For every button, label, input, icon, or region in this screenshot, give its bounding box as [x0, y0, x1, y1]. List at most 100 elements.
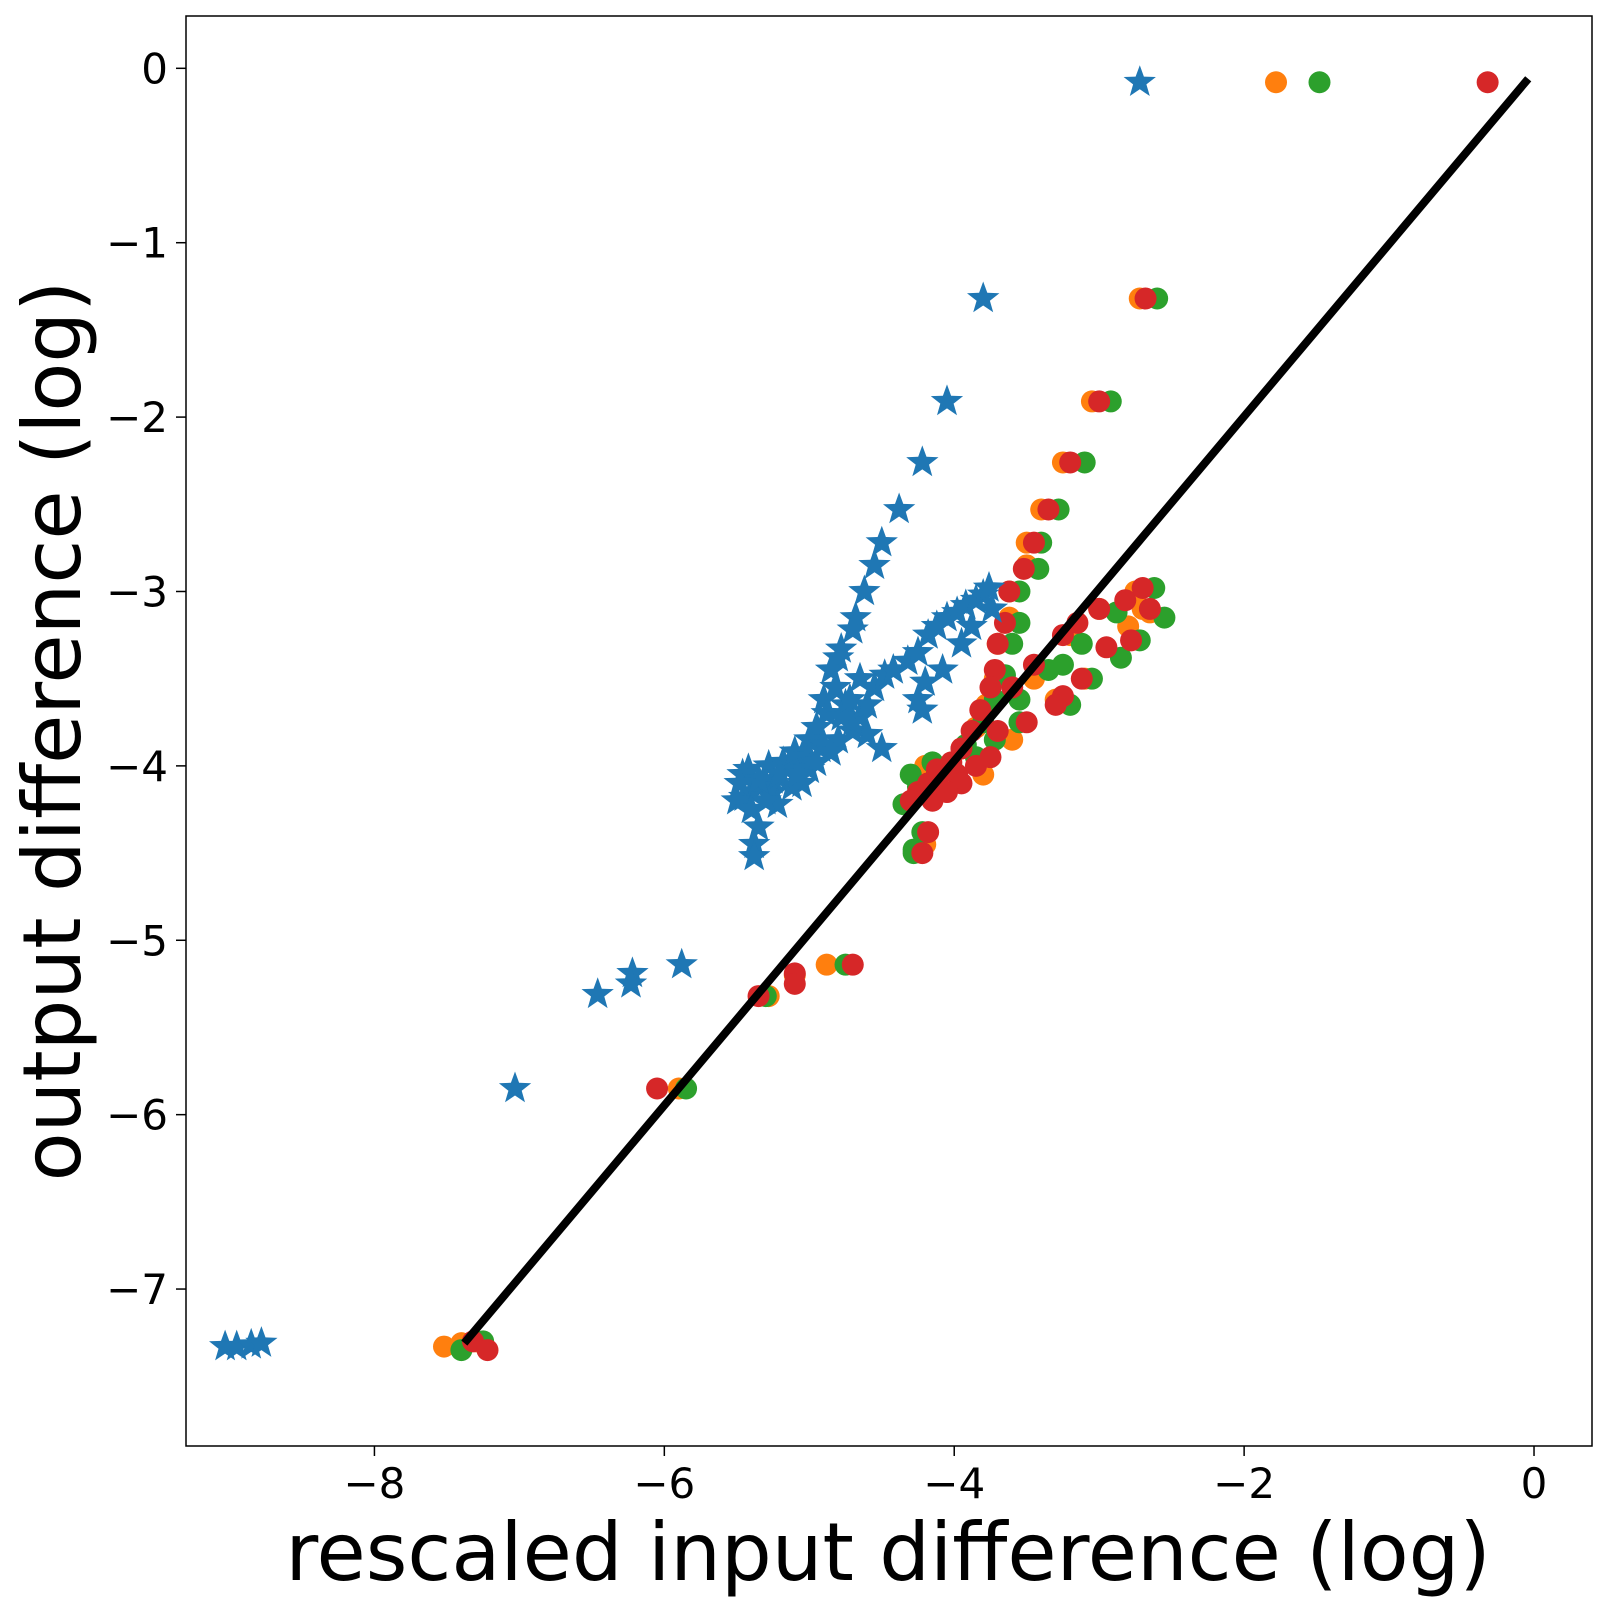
star-point-91: [245, 1326, 278, 1357]
star-point-4: [883, 492, 916, 524]
star-point-16: [800, 710, 833, 742]
y-tick-label-6: −6: [106, 1091, 168, 1140]
red-point-10: [983, 658, 1006, 681]
star-point-46: [891, 644, 924, 675]
red-point-41: [935, 781, 958, 804]
star-point-42: [851, 687, 884, 719]
x-tick-label-2: −4: [923, 1459, 985, 1508]
star-point-73: [764, 757, 797, 789]
star-point-5: [865, 525, 898, 557]
star-point-75: [742, 762, 775, 794]
star-point-13: [819, 670, 852, 702]
star-point-89: [220, 1329, 253, 1361]
red-point-12: [969, 699, 992, 722]
star-point-43: [858, 670, 891, 702]
star-point-38: [807, 728, 840, 759]
star-point-59: [926, 653, 959, 684]
star-point-32: [738, 839, 771, 871]
y-tick-label-1: −1: [106, 219, 168, 268]
star-point-88: [209, 1329, 242, 1361]
star-point-60: [909, 665, 942, 696]
star-point-58: [945, 626, 978, 658]
orange-point-30: [815, 953, 838, 976]
star-point-78: [800, 745, 833, 777]
star-point-50: [930, 600, 964, 632]
red-point-6: [1012, 557, 1035, 580]
star-point-45: [877, 653, 910, 684]
star-point-69: [756, 775, 790, 806]
red-point-42: [917, 821, 940, 844]
star-point-87: [498, 1071, 532, 1103]
star-point-0: [1123, 65, 1156, 96]
series-stars: [209, 65, 1156, 1361]
star-point-14: [807, 682, 840, 714]
red-point-43: [911, 842, 934, 865]
red-point-33: [1120, 629, 1143, 652]
red-point-0: [1476, 71, 1499, 94]
star-point-76: [723, 766, 756, 798]
star-point-64: [851, 717, 884, 749]
star-point-80: [825, 700, 858, 731]
y-tick-label-4: −4: [106, 742, 168, 791]
star-point-1: [967, 281, 1000, 313]
star-point-83: [665, 947, 698, 979]
red-point-37: [1044, 693, 1067, 716]
star-point-48: [912, 618, 945, 649]
red-point-29: [1088, 597, 1111, 620]
red-point-38: [1015, 711, 1038, 734]
green-point-0: [1308, 71, 1331, 94]
orange-point-0: [1265, 71, 1288, 94]
axes-frame: [185, 15, 1593, 1447]
red-point-11: [979, 676, 1002, 699]
red-point-46: [783, 972, 806, 995]
orange-point-34: [433, 1335, 456, 1358]
star-point-86: [581, 977, 614, 1009]
star-point-62: [906, 693, 939, 724]
star-point-10: [825, 632, 858, 663]
star-point-49: [920, 609, 953, 641]
star-point-56: [975, 591, 1009, 623]
star-point-52: [949, 588, 982, 620]
star-point-8: [839, 600, 872, 632]
x-tick-label-1: −6: [633, 1459, 695, 1508]
star-point-74: [726, 757, 759, 789]
red-point-35: [1070, 667, 1093, 690]
star-point-29: [735, 792, 768, 824]
red-point-9: [986, 632, 1009, 655]
red-point-7: [998, 580, 1021, 603]
x-tick-label-3: −2: [1213, 1459, 1275, 1508]
red-point-5: [1022, 531, 1045, 554]
star-point-53: [959, 583, 993, 614]
star-point-61: [901, 682, 935, 714]
red-point-24: [986, 720, 1009, 742]
x-tick-label-0: −8: [343, 1459, 405, 1508]
red-point-34: [1095, 636, 1118, 659]
star-point-28: [720, 783, 753, 815]
red-point-30: [1114, 589, 1137, 612]
green-point-23: [1070, 632, 1093, 655]
x-tick-label-4: 0: [1521, 1459, 1548, 1508]
red-point-3: [1059, 451, 1082, 474]
star-point-82: [843, 661, 877, 693]
star-point-79: [781, 757, 814, 789]
star-point-55: [972, 571, 1006, 602]
star-point-57: [955, 609, 988, 641]
star-point-3: [906, 445, 939, 477]
y-tick-label-0: 0: [141, 44, 168, 93]
star-point-44: [868, 658, 901, 689]
star-point-81: [833, 682, 866, 714]
x-axis-label: rescaled input difference (log): [285, 1506, 1490, 1599]
red-point-1: [1134, 287, 1157, 310]
plot-area: [209, 65, 1532, 1362]
y-tick-label-7: −7: [106, 1265, 168, 1314]
star-point-71: [761, 787, 794, 818]
red-point-31: [1131, 577, 1154, 599]
star-point-65: [836, 705, 869, 736]
green-point-31: [1051, 653, 1074, 676]
star-point-72: [749, 783, 782, 815]
star-point-85: [614, 966, 648, 998]
star-point-51: [941, 595, 974, 627]
